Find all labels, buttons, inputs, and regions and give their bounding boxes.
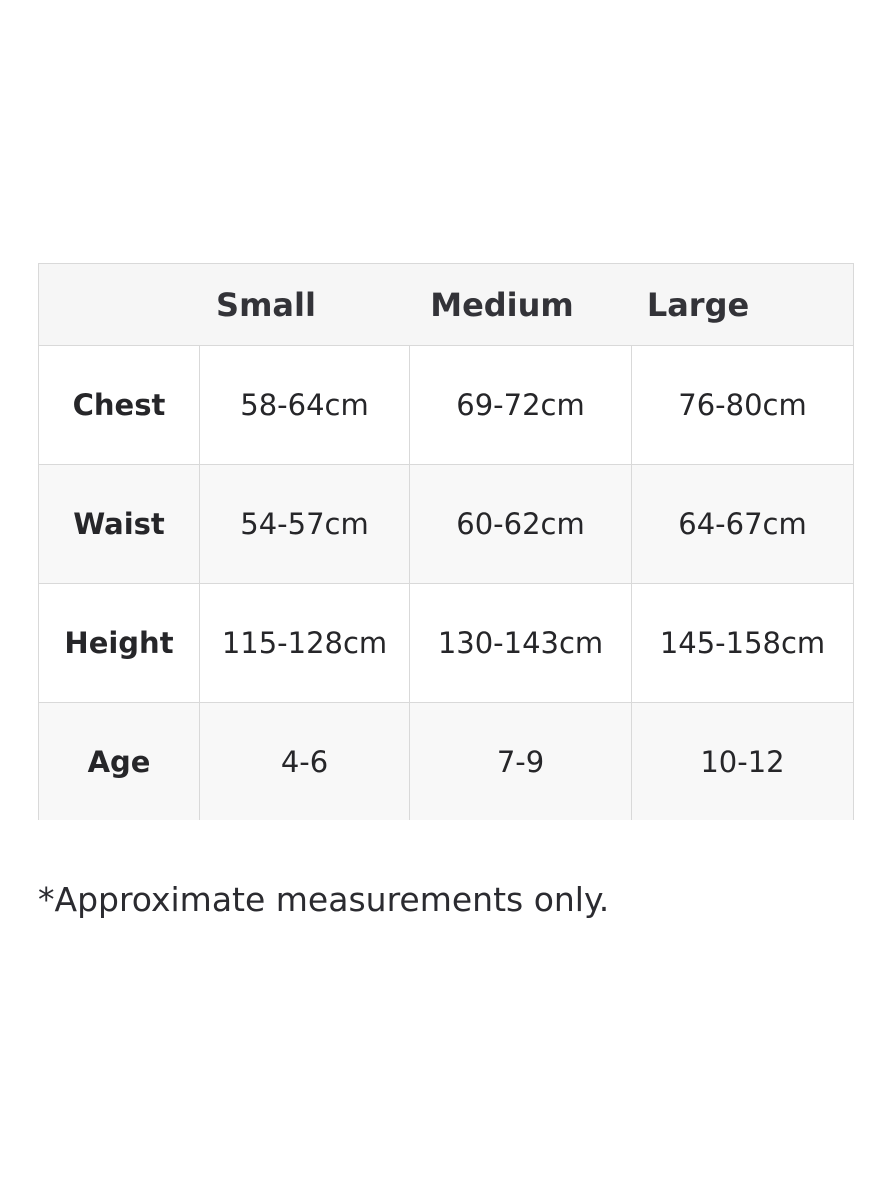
header-small: Small: [216, 286, 316, 324]
table-row-chest: Chest 58-64cm 69-72cm 76-80cm: [39, 346, 853, 465]
row-label: Age: [39, 703, 200, 820]
header-row: Small Medium Large: [39, 264, 853, 346]
row-label: Height: [39, 584, 200, 702]
row-label: Waist: [39, 465, 200, 583]
row-label: Chest: [39, 346, 200, 464]
cell-large: 64-67cm: [678, 507, 807, 541]
cell-large: 76-80cm: [678, 388, 807, 422]
cell-large: 145-158cm: [659, 626, 826, 660]
cell-small: 54-57cm: [200, 465, 410, 583]
cell-small: 115-128cm: [200, 584, 410, 702]
table-row-waist: Waist 54-57cm 60-62cm 64-67cm: [39, 465, 853, 584]
header-medium: Medium: [430, 286, 574, 324]
cell-small: 4-6: [200, 703, 410, 820]
cell-large: 10-12: [700, 744, 785, 779]
header-large: Large: [646, 286, 750, 324]
cell-medium: 60-62cm: [410, 465, 632, 583]
size-chart-table: Small Medium Large Chest 58-64cm 69-72cm…: [38, 263, 854, 820]
cell-medium: 130-143cm: [410, 584, 632, 702]
cell-small: 58-64cm: [200, 346, 410, 464]
cell-medium: 69-72cm: [410, 346, 632, 464]
table-row-height: Height 115-128cm 130-143cm 145-158cm: [39, 584, 853, 703]
measurement-note: *Approximate measurements only.: [38, 880, 610, 919]
cell-medium: 7-9: [410, 703, 632, 820]
table-row-age: Age 4-6 7-9 10-12: [39, 703, 853, 820]
